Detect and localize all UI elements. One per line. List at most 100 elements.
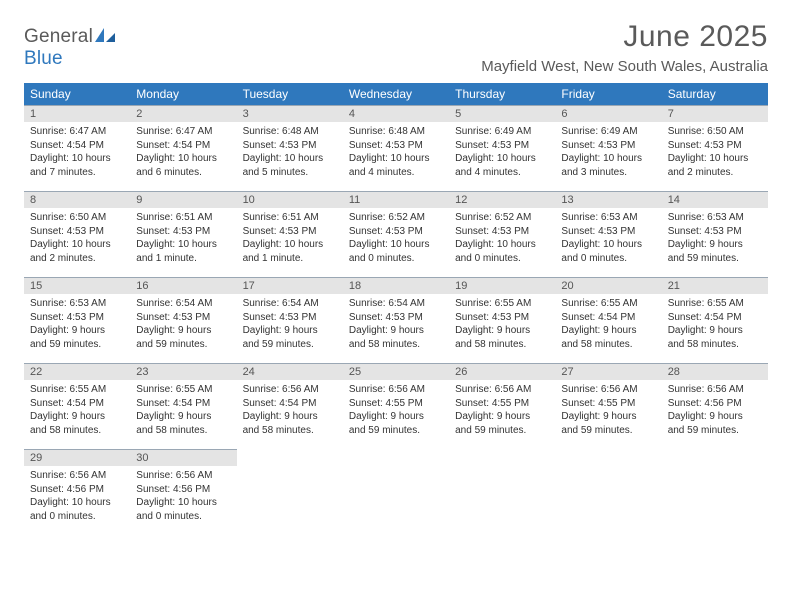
day-number: 23 — [130, 363, 236, 380]
day-body: Sunrise: 6:55 AMSunset: 4:54 PMDaylight:… — [662, 294, 768, 355]
daylight-line: Daylight: 9 hours and 59 minutes. — [455, 410, 549, 437]
weekday-saturday: Saturday — [662, 83, 768, 105]
day-body: Sunrise: 6:55 AMSunset: 4:54 PMDaylight:… — [24, 380, 130, 441]
weekday-thursday: Thursday — [449, 83, 555, 105]
day-body: Sunrise: 6:56 AMSunset: 4:56 PMDaylight:… — [24, 466, 130, 527]
day-number: 19 — [449, 277, 555, 294]
day-number: 12 — [449, 191, 555, 208]
day-body: Sunrise: 6:47 AMSunset: 4:54 PMDaylight:… — [130, 122, 236, 183]
day-cell: 20Sunrise: 6:55 AMSunset: 4:54 PMDayligh… — [555, 273, 661, 359]
sunrise-line: Sunrise: 6:50 AM — [30, 211, 124, 225]
day-body: Sunrise: 6:56 AMSunset: 4:56 PMDaylight:… — [662, 380, 768, 441]
sunrise-line: Sunrise: 6:48 AM — [243, 125, 337, 139]
daylight-line: Daylight: 9 hours and 58 minutes. — [455, 324, 549, 351]
day-cell: 6Sunrise: 6:49 AMSunset: 4:53 PMDaylight… — [555, 105, 661, 187]
daylight-line: Daylight: 10 hours and 0 minutes. — [455, 238, 549, 265]
day-number: 9 — [130, 191, 236, 208]
day-number: 15 — [24, 277, 130, 294]
day-body: Sunrise: 6:48 AMSunset: 4:53 PMDaylight:… — [237, 122, 343, 183]
sunrise-line: Sunrise: 6:51 AM — [243, 211, 337, 225]
sunrise-line: Sunrise: 6:51 AM — [136, 211, 230, 225]
daylight-line: Daylight: 9 hours and 59 minutes. — [668, 410, 762, 437]
day-body: Sunrise: 6:49 AMSunset: 4:53 PMDaylight:… — [555, 122, 661, 183]
sunrise-line: Sunrise: 6:52 AM — [455, 211, 549, 225]
day-body: Sunrise: 6:47 AMSunset: 4:54 PMDaylight:… — [24, 122, 130, 183]
sunrise-line: Sunrise: 6:53 AM — [668, 211, 762, 225]
day-cell: 23Sunrise: 6:55 AMSunset: 4:54 PMDayligh… — [130, 359, 236, 445]
sunrise-line: Sunrise: 6:55 AM — [455, 297, 549, 311]
sunrise-line: Sunrise: 6:56 AM — [668, 383, 762, 397]
day-body: Sunrise: 6:54 AMSunset: 4:53 PMDaylight:… — [343, 294, 449, 355]
day-body: Sunrise: 6:56 AMSunset: 4:55 PMDaylight:… — [449, 380, 555, 441]
sunset-line: Sunset: 4:53 PM — [455, 139, 549, 153]
weekday-row: Sunday Monday Tuesday Wednesday Thursday… — [24, 83, 768, 105]
sunset-line: Sunset: 4:53 PM — [668, 139, 762, 153]
sunrise-line: Sunrise: 6:53 AM — [561, 211, 655, 225]
sunrise-line: Sunrise: 6:56 AM — [561, 383, 655, 397]
daylight-line: Daylight: 9 hours and 58 minutes. — [136, 410, 230, 437]
day-cell: 19Sunrise: 6:55 AMSunset: 4:53 PMDayligh… — [449, 273, 555, 359]
day-cell: 15Sunrise: 6:53 AMSunset: 4:53 PMDayligh… — [24, 273, 130, 359]
daylight-line: Daylight: 10 hours and 7 minutes. — [30, 152, 124, 179]
day-cell: 9Sunrise: 6:51 AMSunset: 4:53 PMDaylight… — [130, 187, 236, 273]
sunset-line: Sunset: 4:55 PM — [349, 397, 443, 411]
calendar-row: 22Sunrise: 6:55 AMSunset: 4:54 PMDayligh… — [24, 359, 768, 445]
daylight-line: Daylight: 10 hours and 1 minute. — [136, 238, 230, 265]
day-number: 3 — [237, 105, 343, 122]
daylight-line: Daylight: 10 hours and 2 minutes. — [30, 238, 124, 265]
sunrise-line: Sunrise: 6:56 AM — [455, 383, 549, 397]
sunrise-line: Sunrise: 6:52 AM — [349, 211, 443, 225]
weekday-tuesday: Tuesday — [237, 83, 343, 105]
day-cell-empty: .. — [555, 445, 661, 531]
sunset-line: Sunset: 4:53 PM — [561, 225, 655, 239]
sunrise-line: Sunrise: 6:49 AM — [455, 125, 549, 139]
day-body: Sunrise: 6:51 AMSunset: 4:53 PMDaylight:… — [237, 208, 343, 269]
sunset-line: Sunset: 4:53 PM — [349, 139, 443, 153]
day-number: 25 — [343, 363, 449, 380]
day-cell: 16Sunrise: 6:54 AMSunset: 4:53 PMDayligh… — [130, 273, 236, 359]
daylight-line: Daylight: 9 hours and 58 minutes. — [243, 410, 337, 437]
sunset-line: Sunset: 4:56 PM — [136, 483, 230, 497]
daylight-line: Daylight: 9 hours and 59 minutes. — [561, 410, 655, 437]
sunrise-line: Sunrise: 6:55 AM — [561, 297, 655, 311]
day-number: 21 — [662, 277, 768, 294]
day-cell: 29Sunrise: 6:56 AMSunset: 4:56 PMDayligh… — [24, 445, 130, 531]
day-number: 29 — [24, 449, 130, 466]
day-number: 13 — [555, 191, 661, 208]
sunset-line: Sunset: 4:54 PM — [30, 139, 124, 153]
day-cell: 10Sunrise: 6:51 AMSunset: 4:53 PMDayligh… — [237, 187, 343, 273]
daylight-line: Daylight: 10 hours and 4 minutes. — [349, 152, 443, 179]
logo: General Blue — [24, 26, 115, 70]
day-body: Sunrise: 6:56 AMSunset: 4:54 PMDaylight:… — [237, 380, 343, 441]
day-number: 5 — [449, 105, 555, 122]
day-cell: 30Sunrise: 6:56 AMSunset: 4:56 PMDayligh… — [130, 445, 236, 531]
day-number: 7 — [662, 105, 768, 122]
day-number: 10 — [237, 191, 343, 208]
day-number: 8 — [24, 191, 130, 208]
weekday-sunday: Sunday — [24, 83, 130, 105]
sunset-line: Sunset: 4:53 PM — [243, 225, 337, 239]
sunset-line: Sunset: 4:54 PM — [136, 397, 230, 411]
daylight-line: Daylight: 10 hours and 5 minutes. — [243, 152, 337, 179]
day-cell-empty: .. — [662, 445, 768, 531]
sunset-line: Sunset: 4:53 PM — [243, 139, 337, 153]
day-body: Sunrise: 6:54 AMSunset: 4:53 PMDaylight:… — [237, 294, 343, 355]
sunset-line: Sunset: 4:53 PM — [30, 225, 124, 239]
calendar-row: 29Sunrise: 6:56 AMSunset: 4:56 PMDayligh… — [24, 445, 768, 531]
sunset-line: Sunset: 4:53 PM — [243, 311, 337, 325]
sunrise-line: Sunrise: 6:55 AM — [668, 297, 762, 311]
day-cell-empty: .. — [237, 445, 343, 531]
day-cell: 3Sunrise: 6:48 AMSunset: 4:53 PMDaylight… — [237, 105, 343, 187]
day-number: 20 — [555, 277, 661, 294]
sunrise-line: Sunrise: 6:56 AM — [136, 469, 230, 483]
sunset-line: Sunset: 4:53 PM — [455, 225, 549, 239]
daylight-line: Daylight: 9 hours and 59 minutes. — [349, 410, 443, 437]
day-body: Sunrise: 6:53 AMSunset: 4:53 PMDaylight:… — [24, 294, 130, 355]
day-number: 1 — [24, 105, 130, 122]
day-body: Sunrise: 6:56 AMSunset: 4:55 PMDaylight:… — [343, 380, 449, 441]
day-body: Sunrise: 6:51 AMSunset: 4:53 PMDaylight:… — [130, 208, 236, 269]
sunset-line: Sunset: 4:53 PM — [349, 225, 443, 239]
day-body: Sunrise: 6:56 AMSunset: 4:55 PMDaylight:… — [555, 380, 661, 441]
daylight-line: Daylight: 10 hours and 0 minutes. — [349, 238, 443, 265]
calendar-row: 1Sunrise: 6:47 AMSunset: 4:54 PMDaylight… — [24, 105, 768, 187]
